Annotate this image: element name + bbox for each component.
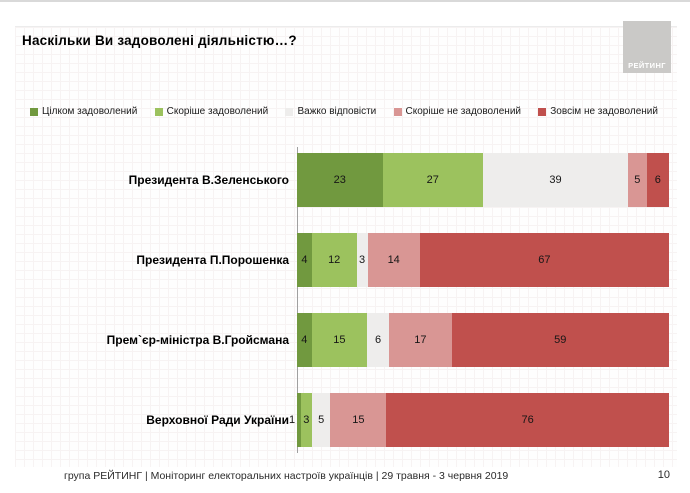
bar-segment: 23 [297, 153, 383, 207]
legend-swatch-icon [30, 107, 38, 116]
legend-item: Важко відповісти [285, 106, 376, 117]
bar-segment-value: 76 [521, 414, 534, 426]
legend-label: Скоріше задоволений [166, 106, 269, 117]
rating-group-logo: РЕЙТИНГ [623, 21, 671, 73]
bar-segment: 5 [311, 393, 331, 447]
bar-segment: 17 [389, 313, 452, 367]
bar-segment: 27 [382, 153, 483, 207]
bar-segment: 15 [330, 393, 387, 447]
bar-segment-value: 15 [333, 334, 346, 346]
category-label: Президента В.Зеленського [128, 173, 289, 187]
bar-segment: 14 [367, 233, 420, 287]
bar-segment: 67 [419, 233, 669, 287]
bar-segment-value: 6 [374, 334, 382, 346]
bar-segment: 3 [356, 233, 368, 287]
bar-segment: 4 [297, 313, 312, 367]
category-label: Верховної Ради України [146, 413, 289, 427]
category-axis-line [297, 147, 298, 453]
bar-segment-value: 6 [654, 174, 661, 186]
bar-segment: 6 [646, 153, 669, 207]
bar-segment-value: 4 [301, 254, 308, 266]
chart: Президента В.Зеленського 23 27 39 5 6 Президен… [20, 140, 670, 460]
chart-row: Верховної Ради України 1 3 5 15 76 [20, 380, 670, 460]
legend-item: Зовсім не задоволений [538, 106, 658, 117]
bar-segment-value: 1 [289, 414, 296, 426]
legend-item: Скоріше задоволений [154, 106, 269, 117]
legend-item: Цілком задоволений [30, 106, 137, 117]
bar-segment-value: 5 [634, 174, 641, 186]
chart-row: Президента П.Порошенка 4 12 3 14 67 [20, 220, 670, 300]
source-caption: група РЕЙТИНГ | Моніторинг електоральних… [64, 470, 509, 482]
bar-segment-value: 39 [549, 174, 562, 186]
window-top-edge [0, 0, 690, 2]
bar-segment-value: 67 [538, 254, 551, 266]
bar-segment-value: 3 [303, 414, 310, 426]
stacked-bar: 4 15 6 17 59 [297, 313, 669, 367]
legend-label: Цілком задоволений [42, 106, 138, 117]
page-number: 10 [657, 469, 670, 481]
legend-swatch-icon [538, 107, 547, 116]
bar-segment: 76 [386, 393, 669, 447]
legend-label: Скоріше не задоволений [405, 106, 521, 117]
bar-segment-value: 27 [426, 174, 439, 186]
page-title: Наскільки Ви задоволені діяльністю…? [22, 33, 297, 48]
bar-segment: 4 [297, 233, 312, 287]
legend-item: Скоріше не задоволений [393, 106, 521, 117]
bar-segment: 12 [311, 233, 357, 287]
rating-group-logo-text: РЕЙТИНГ [628, 61, 666, 70]
legend-label: Зовсім не задоволений [550, 106, 658, 117]
bar-segment-value: 17 [414, 334, 427, 346]
stacked-bar: 23 27 39 5 6 [297, 153, 669, 207]
bar-segment: 59 [451, 313, 669, 367]
bar-segment-value: 5 [318, 414, 325, 426]
bar-segment-value: 23 [333, 174, 346, 186]
legend-swatch-icon [393, 107, 402, 116]
category-label: Прем`єр-міністра В.Гройсмана [106, 333, 289, 347]
legend-swatch-icon [285, 107, 294, 116]
chart-row: Прем`єр-міністра В.Гройсмана 4 15 6 17 59 [20, 300, 670, 380]
bar-segment: 3 [300, 393, 312, 447]
chart-legend: Цілком задоволений Скоріше задоволений Важ… [30, 106, 658, 117]
bar-segment-value: 4 [301, 334, 308, 346]
bar-segment-value: 14 [387, 254, 400, 266]
bar-segment-value: 15 [352, 414, 365, 426]
legend-label: Важко відповісти [297, 106, 377, 117]
bar-segment: 6 [366, 313, 390, 367]
bar-segment: 5 [628, 153, 647, 207]
bar-segment: 1 [289, 393, 301, 447]
stacked-bar: 4 12 3 14 67 [297, 233, 669, 287]
category-label: Президента П.Порошенка [136, 253, 289, 267]
legend-swatch-icon [154, 107, 163, 116]
bar-segment-value: 59 [554, 334, 567, 346]
bar-segment: 39 [482, 153, 629, 207]
stacked-bar: 1 3 5 15 76 [289, 393, 669, 447]
bar-segment: 15 [311, 313, 367, 367]
bar-segment-value: 12 [328, 254, 341, 266]
bar-segment-value: 3 [359, 254, 366, 266]
chart-row: Президента В.Зеленського 23 27 39 5 6 [20, 140, 670, 220]
